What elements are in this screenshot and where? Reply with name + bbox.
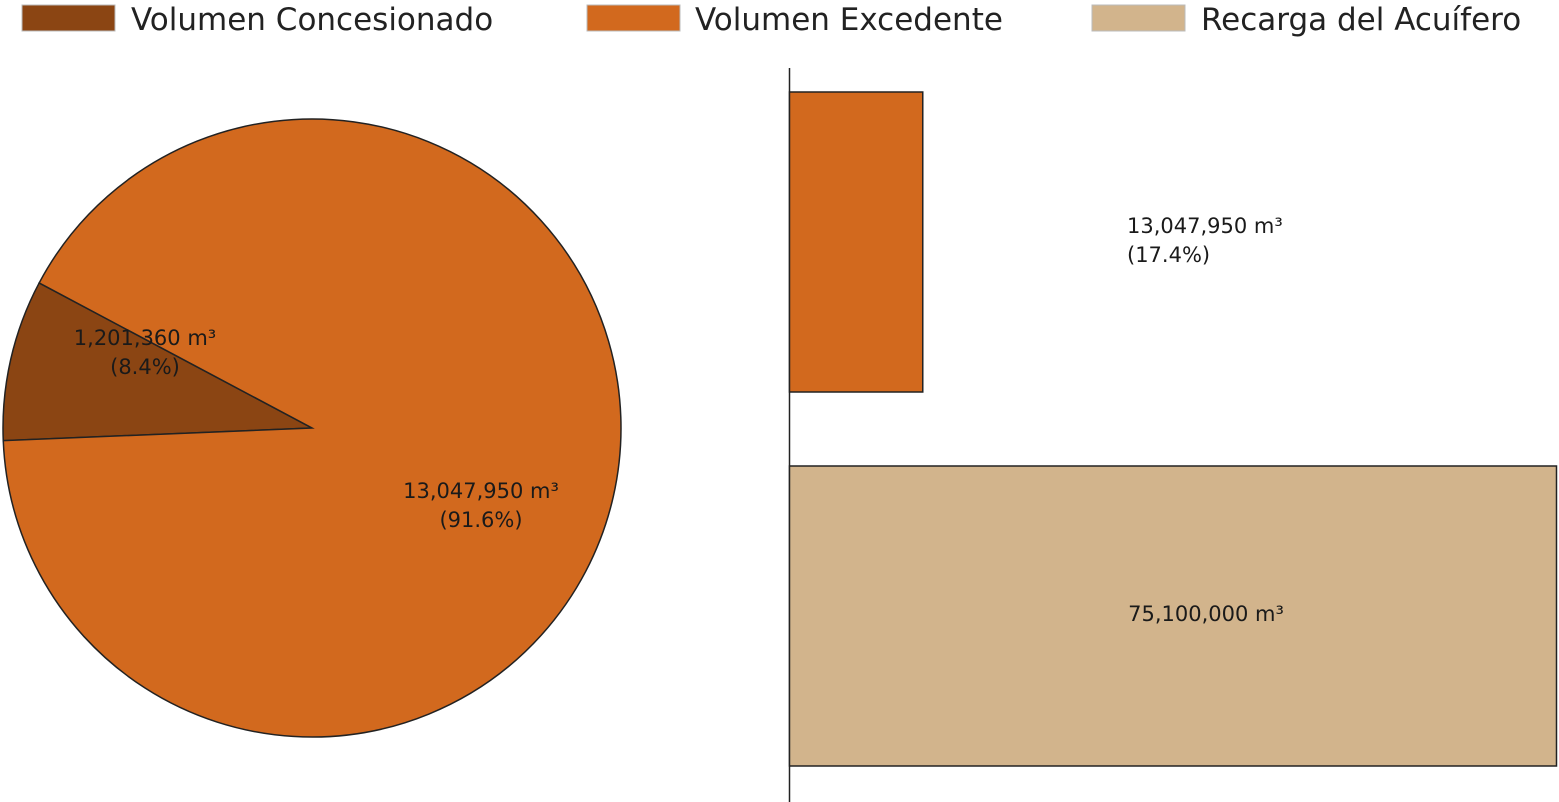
pie-label-concesionado-percent: (8.4%) bbox=[110, 355, 180, 379]
pie-chart: 1,201,360 m³ (8.4%) 13,047,950 m³ (91.6%… bbox=[2, 118, 622, 738]
legend-swatch-excedente bbox=[586, 4, 681, 32]
bar-label-excedente-percent: (17.4%) bbox=[1127, 243, 1210, 267]
bar-excedente bbox=[788, 91, 924, 393]
bar-recarga bbox=[788, 465, 1558, 767]
pie-label-excedente-value: 13,047,950 m³ bbox=[403, 479, 559, 503]
pie-slice-concesionado bbox=[2, 281, 315, 442]
pie-label-excedente-percent: (91.6%) bbox=[439, 508, 522, 532]
bar-label-recarga-value: 75,100,000 m³ bbox=[1128, 602, 1284, 626]
bar-chart: 13,047,950 m³ (17.4%) 75,100,000 m³ bbox=[788, 68, 1558, 802]
legend-swatch-recarga bbox=[1091, 4, 1186, 32]
legend-swatch-concesionado bbox=[21, 4, 116, 32]
legend-label-excedente: Volumen Excedente bbox=[695, 2, 1003, 38]
bar-label-excedente-value: 13,047,950 m³ bbox=[1127, 214, 1283, 238]
pie-label-concesionado-value: 1,201,360 m³ bbox=[74, 326, 216, 350]
legend-label-recarga: Recarga del Acuífero bbox=[1201, 2, 1521, 38]
legend-label-concesionado: Volumen Concesionado bbox=[131, 2, 493, 38]
legend: Volumen Concesionado Volumen Excedente R… bbox=[21, 2, 1521, 38]
pie-slice-excedente bbox=[2, 118, 622, 738]
